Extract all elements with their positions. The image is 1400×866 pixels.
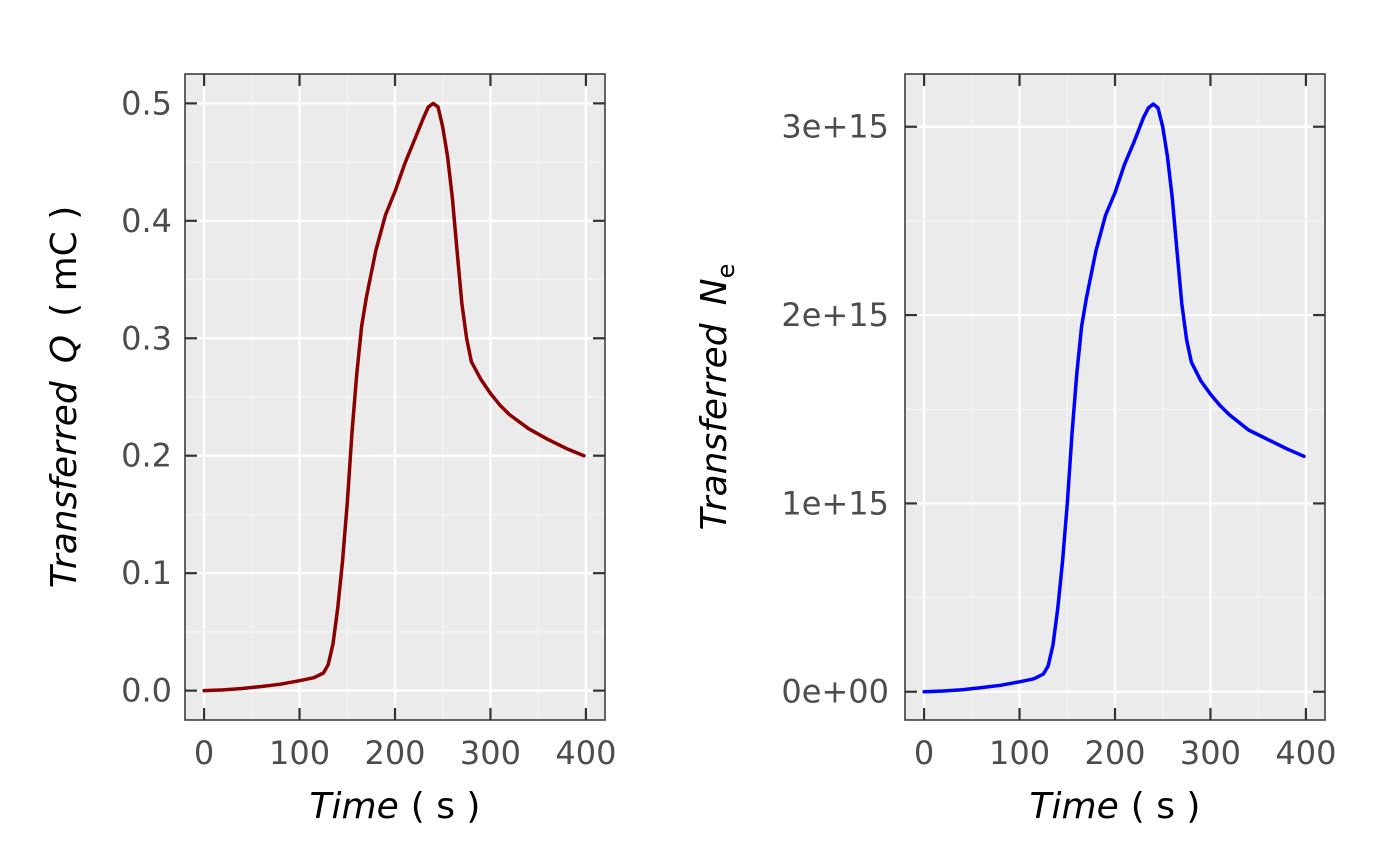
ticks [185,74,605,720]
y-tick-label: 1e+15 [781,484,889,522]
y-tick-label: 2e+15 [781,296,889,334]
x-tick-label: 200 [1084,734,1145,772]
x-tick-label: 400 [1275,734,1336,772]
x-axis-title-main: Time [310,786,399,827]
x-tick-label: 100 [989,734,1050,772]
x-axis-title-main: Time [1030,786,1119,827]
x-axis-title-unit: ( s ) [411,786,481,827]
y-tick-label: 0.4 [121,202,172,240]
y-tick-label: 0.2 [121,437,172,475]
y-axis-title: Transferred Ne [694,264,740,531]
ticks [905,74,1325,720]
y-axis-title-symbol: Q [44,335,85,363]
tick-labels: 0 100 200 300 400 0.0 0.1 0.2 0.3 0.4 0.5 [121,84,616,772]
series-line [202,101,586,693]
x-tick-label: 100 [269,734,330,772]
y-axis-title-prefix: Transferred [44,380,85,588]
y-axis-title: Transferred Q ( mC ) [44,206,85,589]
x-tick-label: 300 [1180,734,1241,772]
series-layer [202,101,586,693]
y-axis-title-symbol: N [694,278,735,305]
y-tick-label: 0.5 [121,84,172,122]
y-axis-title-unit: ( mC ) [44,206,85,317]
y-tick-label: 3e+15 [781,108,889,146]
x-tick-label: 300 [460,734,521,772]
series-line [922,102,1306,694]
x-tick-label: 400 [555,734,616,772]
transferred-electrons-chart: 0 100 200 300 400 0e+00 1e+15 2e+15 3e+15 Time ( … [694,73,1336,827]
series-layer [922,102,1306,694]
y-tick-label: 0.1 [121,554,172,592]
y-tick-label: 0e+00 [781,673,889,711]
y-tick-label: 0.0 [121,672,172,710]
x-tick-label: 0 [914,734,934,772]
x-tick-label: 200 [364,734,425,772]
x-axis-title-unit: ( s ) [1131,786,1201,827]
x-axis-title: Time ( s ) [1030,786,1201,827]
tick-labels: 0 100 200 300 400 0e+00 1e+15 2e+15 3e+15 [781,108,1336,772]
y-axis-title-prefix: Transferred [694,322,735,530]
y-tick-label: 0.3 [121,319,172,357]
x-tick-label: 0 [194,734,214,772]
y-axis-title-subscript: e [712,264,740,279]
transferred-charge-chart: 0 100 200 300 400 0.0 0.1 0.2 0.3 0.4 0.5 Time ( s … [44,73,616,827]
gridlines [905,74,1325,720]
x-axis-title: Time ( s ) [310,786,481,827]
gridlines [185,74,605,720]
